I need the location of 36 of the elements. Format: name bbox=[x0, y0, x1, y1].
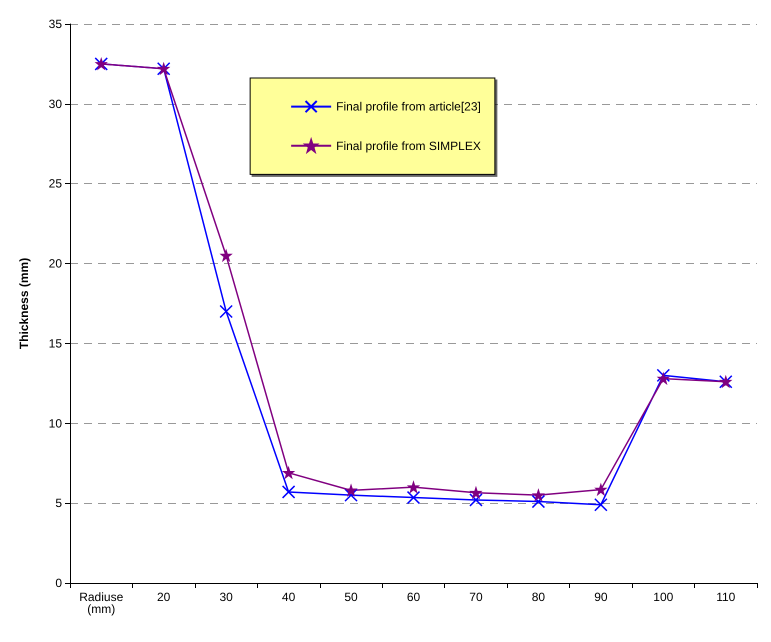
x-tick-label: 70 bbox=[469, 590, 483, 604]
x-tick-label: 50 bbox=[344, 590, 358, 604]
point bbox=[533, 490, 544, 500]
x-tick-label: 110 bbox=[716, 590, 736, 604]
y-tick-label: 0 bbox=[55, 576, 62, 590]
legend-label: Final profile from SIMPLEX bbox=[336, 138, 481, 153]
point bbox=[594, 498, 608, 512]
x-tick-label: Radiuse (mm) bbox=[79, 590, 124, 616]
x-tick-label: 40 bbox=[282, 590, 296, 604]
point bbox=[220, 250, 232, 261]
x-tick-label: 90 bbox=[594, 590, 608, 604]
x-tick-label: 100 bbox=[653, 590, 674, 604]
point bbox=[408, 482, 419, 492]
y-tick-label: 25 bbox=[48, 176, 62, 191]
point bbox=[406, 490, 420, 504]
point bbox=[532, 494, 546, 508]
point bbox=[219, 304, 233, 318]
y-tick-label: 35 bbox=[48, 17, 62, 31]
y-tick-label: 30 bbox=[48, 96, 62, 111]
point bbox=[344, 488, 358, 502]
point bbox=[596, 484, 606, 495]
x-tick-label: 30 bbox=[219, 590, 234, 604]
legend-label: Final profile from article[23] bbox=[336, 100, 481, 114]
y-tick-label: 5 bbox=[55, 496, 62, 510]
y-axis-title: Thickness (mm) bbox=[17, 258, 31, 350]
point bbox=[346, 485, 356, 496]
y-tick-label: 20 bbox=[48, 256, 62, 271]
x-tick-label: 60 bbox=[406, 590, 420, 604]
point bbox=[469, 493, 483, 507]
point bbox=[282, 485, 296, 499]
y-tick-label: 10 bbox=[48, 416, 62, 430]
point bbox=[656, 368, 670, 382]
y-tick-label: 15 bbox=[48, 336, 62, 350]
x-tick-label: 80 bbox=[532, 590, 546, 604]
x-tick-label: 20 bbox=[157, 590, 171, 604]
point bbox=[658, 373, 669, 384]
